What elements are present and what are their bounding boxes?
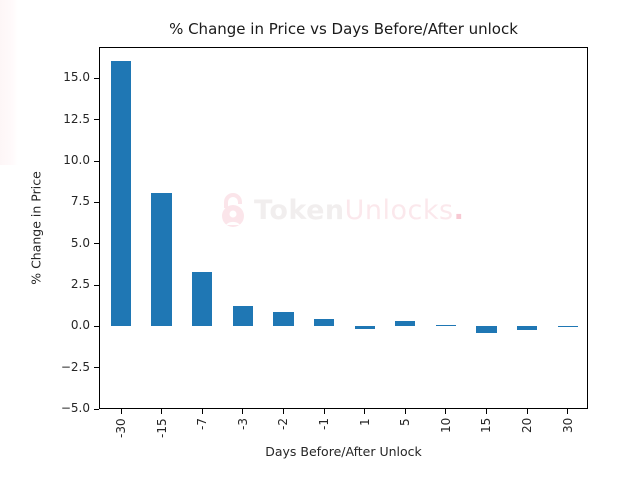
- bar-5: [395, 320, 416, 327]
- x-tick-label: -7: [195, 418, 210, 430]
- x-tick: [161, 409, 163, 414]
- watermark-unlocks: Unlocks: [344, 194, 454, 226]
- y-tick: [94, 77, 99, 79]
- x-tick: [364, 409, 366, 414]
- bar--7: [192, 272, 213, 327]
- bar--15: [151, 192, 172, 327]
- bar-30: [557, 326, 578, 328]
- y-tick: [94, 284, 99, 286]
- x-tick-label: 1: [357, 418, 372, 426]
- y-tick: [94, 160, 99, 162]
- y-tick: [94, 201, 99, 203]
- bar--2: [273, 311, 294, 327]
- y-tick-label: 10.0: [63, 153, 90, 168]
- x-tick-label: -2: [276, 418, 291, 430]
- y-tick-label: 5.0: [70, 235, 90, 250]
- lock-icon: [222, 193, 244, 227]
- x-tick-label: -15: [154, 418, 169, 438]
- y-tick-label: 15.0: [63, 70, 90, 85]
- x-tick: [567, 409, 569, 414]
- bar-15: [476, 326, 497, 334]
- y-tick: [94, 325, 99, 327]
- edge-tint: [0, 0, 18, 165]
- bar-20: [516, 326, 538, 331]
- y-tick-label: 2.5: [70, 277, 90, 292]
- x-tick: [485, 409, 487, 414]
- y-tick-label: −2.5: [60, 359, 90, 374]
- bar--3: [232, 306, 253, 327]
- x-tick: [323, 409, 325, 414]
- x-tick: [120, 409, 122, 414]
- x-tick: [242, 409, 244, 414]
- watermark-token: Token: [254, 194, 345, 226]
- y-tick: [94, 367, 99, 369]
- bar-10: [435, 324, 457, 327]
- y-tick-label: −5.0: [60, 401, 90, 415]
- x-tick-label: 30: [560, 417, 575, 433]
- x-tick-label: -30: [114, 418, 128, 438]
- x-tick-label: 20: [520, 417, 535, 433]
- x-tick: [526, 409, 528, 414]
- x-tick-label: 5: [398, 418, 413, 426]
- bar--1: [313, 318, 335, 327]
- x-tick: [282, 409, 284, 414]
- x-tick: [201, 409, 203, 414]
- y-axis-title: % Change in Price: [28, 171, 44, 285]
- bar-1: [354, 326, 375, 330]
- x-tick-label: 10: [438, 417, 453, 433]
- chart-title: % Change in Price vs Days Before/After u…: [169, 20, 518, 38]
- x-tick-label: 15: [479, 417, 494, 433]
- watermark: Token Unlocks.: [220, 192, 464, 228]
- y-tick: [94, 243, 99, 245]
- plot-area: [99, 47, 588, 409]
- x-tick-label: -3: [235, 418, 250, 430]
- x-tick: [404, 409, 406, 414]
- bar--30: [110, 60, 132, 327]
- x-tick: [445, 409, 447, 414]
- x-tick-label: -1: [317, 418, 332, 430]
- y-tick-label: 0.0: [70, 318, 90, 333]
- y-tick-label: 12.5: [63, 111, 90, 126]
- y-tick: [94, 408, 99, 410]
- y-tick-label: 7.5: [70, 194, 90, 209]
- x-axis-title: Days Before/After Unlock: [265, 444, 422, 459]
- y-tick: [94, 119, 99, 121]
- watermark-dot: .: [453, 194, 465, 226]
